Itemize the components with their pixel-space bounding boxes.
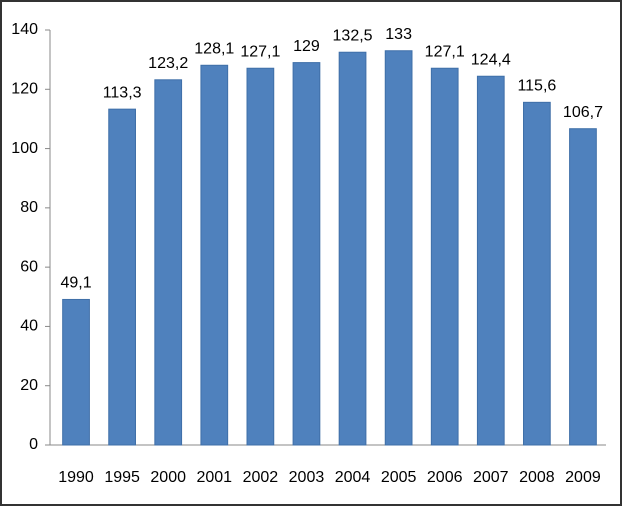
bar xyxy=(523,101,551,446)
y-tick-label: 0 xyxy=(29,436,38,453)
y-tick-label: 20 xyxy=(20,377,38,394)
value-label: 106,7 xyxy=(563,104,603,121)
y-tick-label: 100 xyxy=(11,140,38,157)
x-tick-label: 2008 xyxy=(519,469,555,486)
y-tick-label: 80 xyxy=(20,199,38,216)
value-label: 49,1 xyxy=(60,275,91,292)
bar xyxy=(476,75,505,446)
bar xyxy=(108,108,136,446)
bar xyxy=(569,128,597,446)
bar xyxy=(62,298,90,446)
value-label: 132,5 xyxy=(333,27,373,44)
x-tick-label: 2005 xyxy=(381,469,417,486)
y-tick-label: 60 xyxy=(20,258,38,275)
x-tick-label: 2003 xyxy=(289,469,325,486)
x-tick-label: 2004 xyxy=(335,469,371,486)
value-label: 124,4 xyxy=(471,51,511,68)
bar xyxy=(154,79,183,446)
x-tick-label: 2000 xyxy=(150,469,186,486)
bar xyxy=(430,67,459,446)
y-tick-label: 40 xyxy=(20,318,38,335)
value-label: 133 xyxy=(385,26,412,43)
x-tick-label: 2006 xyxy=(427,469,463,486)
value-label: 113,3 xyxy=(103,84,142,101)
bar xyxy=(338,51,367,446)
bar xyxy=(246,67,275,446)
value-label: 123,2 xyxy=(148,55,188,72)
bar xyxy=(292,62,321,446)
value-label: 129 xyxy=(293,38,320,55)
y-tick-label: 140 xyxy=(11,21,38,38)
value-label: 127,1 xyxy=(240,43,280,60)
bar xyxy=(200,64,229,446)
bar xyxy=(384,50,413,446)
x-tick-label: 2007 xyxy=(473,469,509,486)
x-tick-label: 1995 xyxy=(104,469,140,486)
x-tick-label: 1990 xyxy=(58,469,94,486)
y-tick-label: 120 xyxy=(11,81,38,98)
value-label: 128,1 xyxy=(194,40,234,57)
x-tick-label: 2002 xyxy=(243,469,279,486)
x-tick-label: 2001 xyxy=(196,469,232,486)
value-label: 127,1 xyxy=(425,43,465,60)
value-label: 115,6 xyxy=(517,78,556,95)
x-tick-label: 2009 xyxy=(565,469,601,486)
